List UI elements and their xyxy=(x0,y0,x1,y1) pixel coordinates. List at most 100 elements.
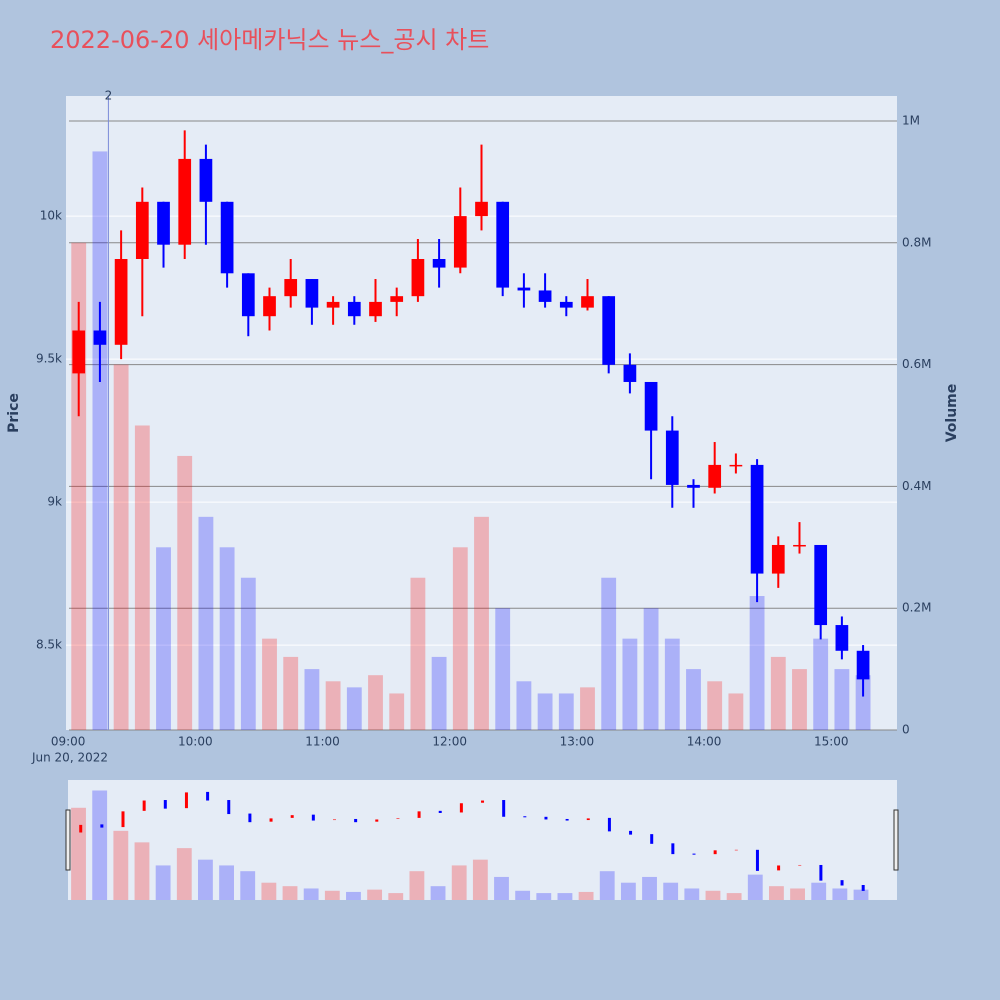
volume-bar-mini xyxy=(388,893,404,900)
volume-bar xyxy=(558,693,574,730)
volume-bar-mini xyxy=(832,888,848,900)
volume-bar-mini xyxy=(367,889,383,900)
volume-bar xyxy=(770,656,786,730)
volume-bar-mini xyxy=(219,865,234,900)
y-tick-label: 10k xyxy=(40,209,62,223)
volume-bar xyxy=(134,425,150,730)
x-tick-label: 13:00 xyxy=(560,735,595,749)
candle-body xyxy=(581,296,594,308)
volume-bar-mini xyxy=(240,871,256,900)
volume-bar xyxy=(686,669,701,730)
volume-bar-mini xyxy=(684,888,700,900)
volume-bar-mini xyxy=(303,888,319,900)
candle-body xyxy=(178,158,192,245)
volume-bar xyxy=(728,693,744,730)
candle-body xyxy=(750,464,764,574)
candle-body xyxy=(390,296,404,302)
candle-body xyxy=(559,301,573,308)
candle-body xyxy=(814,544,828,626)
candle-body xyxy=(602,296,616,365)
volume-bar xyxy=(813,638,829,730)
volume-bar-mini xyxy=(726,893,742,900)
candle-body xyxy=(305,279,319,308)
volume-bar-mini xyxy=(198,859,213,900)
volume-bar xyxy=(368,675,383,730)
x-tick-label: 10:00 xyxy=(178,735,213,749)
candle-body xyxy=(517,287,531,291)
candle-body xyxy=(369,301,382,317)
candle-body xyxy=(729,464,743,467)
volume-bar-mini xyxy=(536,893,552,900)
x-tick-label: 09:00 xyxy=(51,735,86,749)
volume-bar xyxy=(346,687,362,730)
volume-bar xyxy=(792,669,807,730)
y-tick-label: 8.5k xyxy=(36,638,62,652)
y2-axis-title: Volume xyxy=(944,384,960,443)
volume-bar-mini xyxy=(324,890,340,900)
volume-bar-mini xyxy=(71,807,86,900)
volume-bar xyxy=(389,693,405,730)
volume-bar xyxy=(855,675,871,730)
volume-bar-mini xyxy=(578,891,594,900)
candle-body xyxy=(326,301,340,308)
volume-bar xyxy=(304,669,320,730)
volume-bar xyxy=(410,577,426,730)
x-tick-label: 14:00 xyxy=(687,735,722,749)
candle-body xyxy=(835,625,849,651)
volume-bar xyxy=(495,608,511,730)
candle-body xyxy=(453,216,467,268)
slider-handle[interactable] xyxy=(65,809,71,871)
volume-bar-mini xyxy=(494,876,509,900)
candle-body xyxy=(432,259,446,268)
volume-bar-mini xyxy=(557,893,573,900)
volume-bar-mini xyxy=(599,871,615,900)
volume-bar-mini xyxy=(409,871,425,900)
volume-bar-mini xyxy=(472,859,488,900)
y2-tick-label: 1M xyxy=(902,113,920,127)
volume-bar xyxy=(474,516,489,730)
candle-body xyxy=(623,364,637,382)
volume-bar-mini xyxy=(811,882,827,900)
candle-body xyxy=(793,544,806,547)
candle-body xyxy=(665,430,679,485)
candle-body xyxy=(135,201,149,260)
volume-bar xyxy=(198,516,214,730)
candle-body xyxy=(93,330,107,345)
volume-bar-mini xyxy=(92,790,108,900)
volume-bar-mini xyxy=(134,842,150,900)
candle-body xyxy=(157,201,170,245)
candle-body xyxy=(708,464,722,488)
volume-bar xyxy=(643,608,659,730)
y2-tick-label: 0 xyxy=(902,723,910,737)
volume-bar xyxy=(749,596,765,730)
candle-body xyxy=(644,381,658,431)
volume-bar xyxy=(156,547,171,730)
volume-bar xyxy=(664,638,680,730)
volume-bar xyxy=(177,455,193,730)
volume-bar xyxy=(262,638,277,730)
x-date-label: Jun 20, 2022 xyxy=(31,751,108,765)
volume-bar xyxy=(113,364,129,730)
volume-bar-mini xyxy=(747,874,763,900)
candle-body xyxy=(199,158,213,202)
volume-bar xyxy=(580,687,595,730)
y-tick-label: 9.5k xyxy=(36,352,62,366)
volume-bar-mini xyxy=(282,886,298,900)
volume-bar-mini xyxy=(853,889,869,900)
candle-body xyxy=(241,273,255,317)
volume-bar xyxy=(516,681,532,730)
x-tick-label: 15:00 xyxy=(814,735,849,749)
candle-body xyxy=(771,544,785,574)
volume-bar-mini xyxy=(620,882,636,900)
slider-handle[interactable] xyxy=(893,809,899,871)
volume-bar xyxy=(834,669,850,730)
volume-bar-mini xyxy=(705,890,721,900)
y2-tick-label: 0.4M xyxy=(902,479,931,493)
volume-bar-mini xyxy=(155,865,171,900)
candle-body xyxy=(263,296,276,317)
volume-bar-mini xyxy=(346,891,361,900)
volume-bar xyxy=(431,656,447,730)
volume-bar-mini xyxy=(642,876,657,900)
volume-bar-mini xyxy=(790,888,805,900)
